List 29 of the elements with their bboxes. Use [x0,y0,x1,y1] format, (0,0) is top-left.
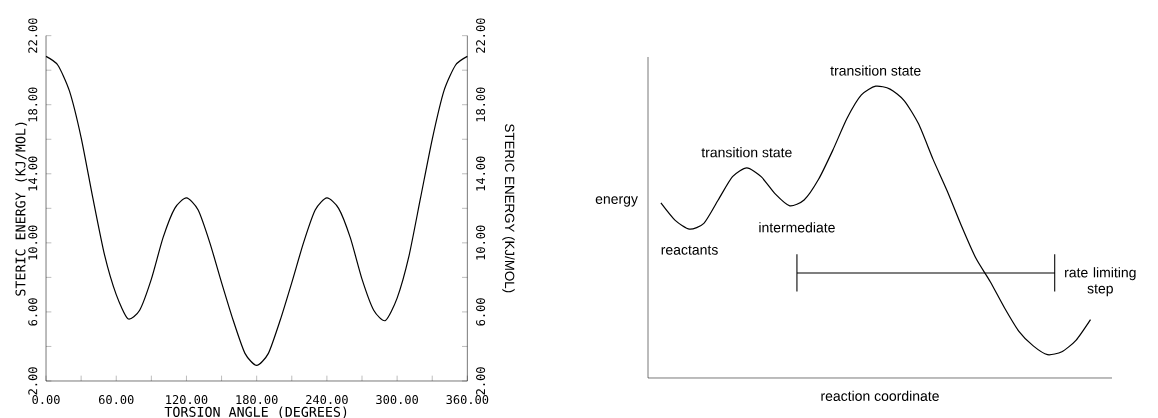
x-axis-title: TORSION ANGLE (DEGREES) [164,406,347,418]
x-tick-label: 180.00 [236,395,278,405]
y-axis-title: STERIC ENERGY (KJ/MOL) [15,122,28,296]
annotation: transition state [701,147,792,158]
annotation: rate limiting step [1065,267,1136,297]
y2-tick-label: 22.00 [476,18,486,53]
y-tick-label: 6.00 [28,298,38,326]
x-tick-label: 120.00 [166,395,208,405]
x-axis-title: reaction coordinate [821,390,939,401]
x-tick-label: 60.00 [98,395,134,405]
annotation: reactants [661,245,718,255]
y2-tick-label: 2.00 [476,367,486,395]
x-tick-label: 0.00 [32,395,60,405]
text: transition state [830,65,921,76]
y2-tick-label: 10.00 [476,225,486,260]
y-tick-label: 14.00 [28,156,38,191]
y-tick-label: 22.00 [28,18,38,53]
x-tick-label: 300.00 [376,395,419,405]
y-axis-title: energy [595,196,638,207]
y2-tick-label: 14.00 [476,156,486,191]
x-tick-label: 360.00 [446,395,489,405]
y2-tick-label: 6.00 [476,298,486,326]
y-tick-label: 2.00 [28,367,38,395]
x-tick-label: 240.00 [306,395,348,405]
y-tick-label: 18.00 [28,87,38,122]
y-tick-label: 10.00 [28,225,38,260]
y2-tick-label: 18.00 [476,87,486,122]
annotation: intermediate [759,222,835,233]
y2-axis-title: STERIC ENERGY (KJ/MOL) [502,124,515,293]
